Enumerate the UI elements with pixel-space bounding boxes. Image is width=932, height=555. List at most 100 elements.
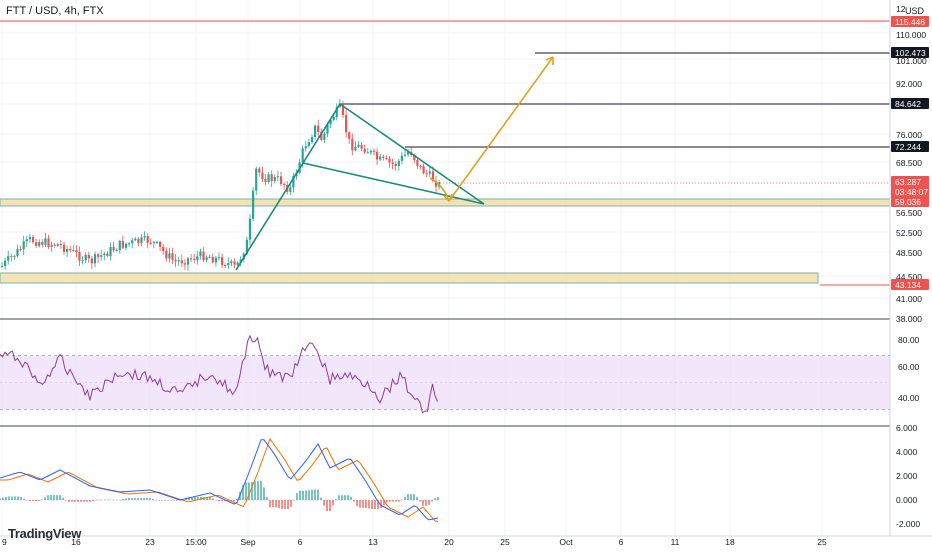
macd-hist-bar xyxy=(278,500,280,509)
candle-body xyxy=(372,150,376,152)
macd-hist-bar xyxy=(329,500,331,512)
macd-hist-bar xyxy=(284,500,286,510)
macd-hist-bar xyxy=(38,500,40,501)
macd-hist-bar xyxy=(353,500,355,502)
macd-hist-bar xyxy=(362,500,364,508)
macd-hist-bar xyxy=(365,500,367,508)
time-tick: 18 xyxy=(725,537,735,547)
macd-hist-bar xyxy=(260,480,262,500)
macd-hist-bar xyxy=(299,490,301,500)
candle-body xyxy=(131,240,134,244)
candle-body xyxy=(236,262,239,265)
candle-body xyxy=(363,148,366,153)
candle-body xyxy=(59,244,62,246)
macd-hist-bar xyxy=(0,498,1,500)
price-tick: 56.500 xyxy=(896,208,922,218)
candle-body xyxy=(369,150,372,153)
candle-body xyxy=(97,254,100,257)
macd-hist-bar xyxy=(224,500,226,502)
candle-body xyxy=(180,260,183,264)
price-tick: 92.000 xyxy=(896,79,922,89)
macd-hist-bar xyxy=(80,500,82,502)
macd-hist-bar xyxy=(221,500,223,502)
candles xyxy=(0,99,441,271)
macd-hist-bar xyxy=(350,496,352,500)
macd-histogram xyxy=(0,480,439,512)
candle-body xyxy=(407,151,410,155)
candle-body xyxy=(38,242,41,246)
macd-hist-bar xyxy=(323,500,325,506)
candle-body xyxy=(261,172,264,179)
wedge-upper xyxy=(339,103,485,205)
candle-body xyxy=(255,168,258,191)
macd-hist-bar xyxy=(374,500,376,510)
candle-body xyxy=(425,173,428,175)
wedge-lower xyxy=(302,162,485,205)
macd-hist-bar xyxy=(167,500,169,501)
macd-hist-bar xyxy=(113,499,115,501)
candle-body xyxy=(149,242,152,244)
macd-hist-bar xyxy=(107,499,109,501)
candle-body xyxy=(335,106,338,118)
macd-hist-bar xyxy=(104,499,106,501)
candle-body xyxy=(47,238,50,247)
macd-hist-bar xyxy=(254,481,256,500)
time-tick: 25 xyxy=(500,537,510,547)
macd-hist-bar xyxy=(32,500,34,501)
candle-body xyxy=(273,177,276,182)
macd-hist-bar xyxy=(194,496,196,500)
macd-hist-bar xyxy=(314,489,316,500)
candle-body xyxy=(233,261,236,265)
macd-hist-bar xyxy=(371,500,373,509)
rsi-line xyxy=(0,334,438,414)
macd-hist-bar xyxy=(287,500,289,510)
macd-signal-line xyxy=(0,437,439,523)
time-tick: 13 xyxy=(368,537,378,547)
candle-body xyxy=(214,257,217,263)
candle-body xyxy=(174,259,177,262)
support-zone-lower xyxy=(0,272,819,284)
price-label-box xyxy=(891,279,929,290)
rsi-tick: 80.00 xyxy=(898,335,920,345)
candle-body xyxy=(323,133,326,140)
macd-hist-bar xyxy=(395,500,397,502)
candle-body xyxy=(134,238,137,241)
macd-hist-bar xyxy=(23,498,25,500)
price-tick: 52.500 xyxy=(896,228,922,238)
candle-body xyxy=(301,148,304,163)
macd-hist-bar xyxy=(356,500,358,507)
candle-body xyxy=(0,266,4,268)
candle-body xyxy=(186,258,190,265)
macd-hist-bar xyxy=(161,500,163,501)
macd-hist-bar xyxy=(41,499,43,501)
time-tick: 9 xyxy=(2,537,7,547)
candle-body xyxy=(276,176,279,178)
candle-body xyxy=(320,131,323,140)
candle-body xyxy=(56,244,59,246)
price-label: 43.134 xyxy=(895,280,921,290)
candle-body xyxy=(314,125,317,137)
candle-body xyxy=(341,103,345,115)
macd-hist-bar xyxy=(398,500,400,502)
candle-body xyxy=(155,241,159,243)
macd-hist-bar xyxy=(302,490,304,500)
candle-body xyxy=(413,154,416,161)
candle-body xyxy=(25,239,28,242)
macd-hist-bar xyxy=(146,497,148,500)
macd-hist-bar xyxy=(11,496,13,500)
macd-hist-bar xyxy=(140,497,142,500)
macd-hist-bar xyxy=(425,500,427,506)
candle-body xyxy=(140,237,143,244)
candle-body xyxy=(143,235,146,238)
support-zone-upper xyxy=(0,198,891,207)
macd-hist-bar xyxy=(62,497,64,500)
candle-body xyxy=(146,235,149,243)
macd-hist-bar xyxy=(98,499,100,501)
candle-body xyxy=(416,160,419,166)
macd-hist-bar xyxy=(5,496,7,500)
candle-body xyxy=(177,260,180,262)
macd-hist-bar xyxy=(413,494,415,500)
macd-hist-bar xyxy=(434,498,436,500)
